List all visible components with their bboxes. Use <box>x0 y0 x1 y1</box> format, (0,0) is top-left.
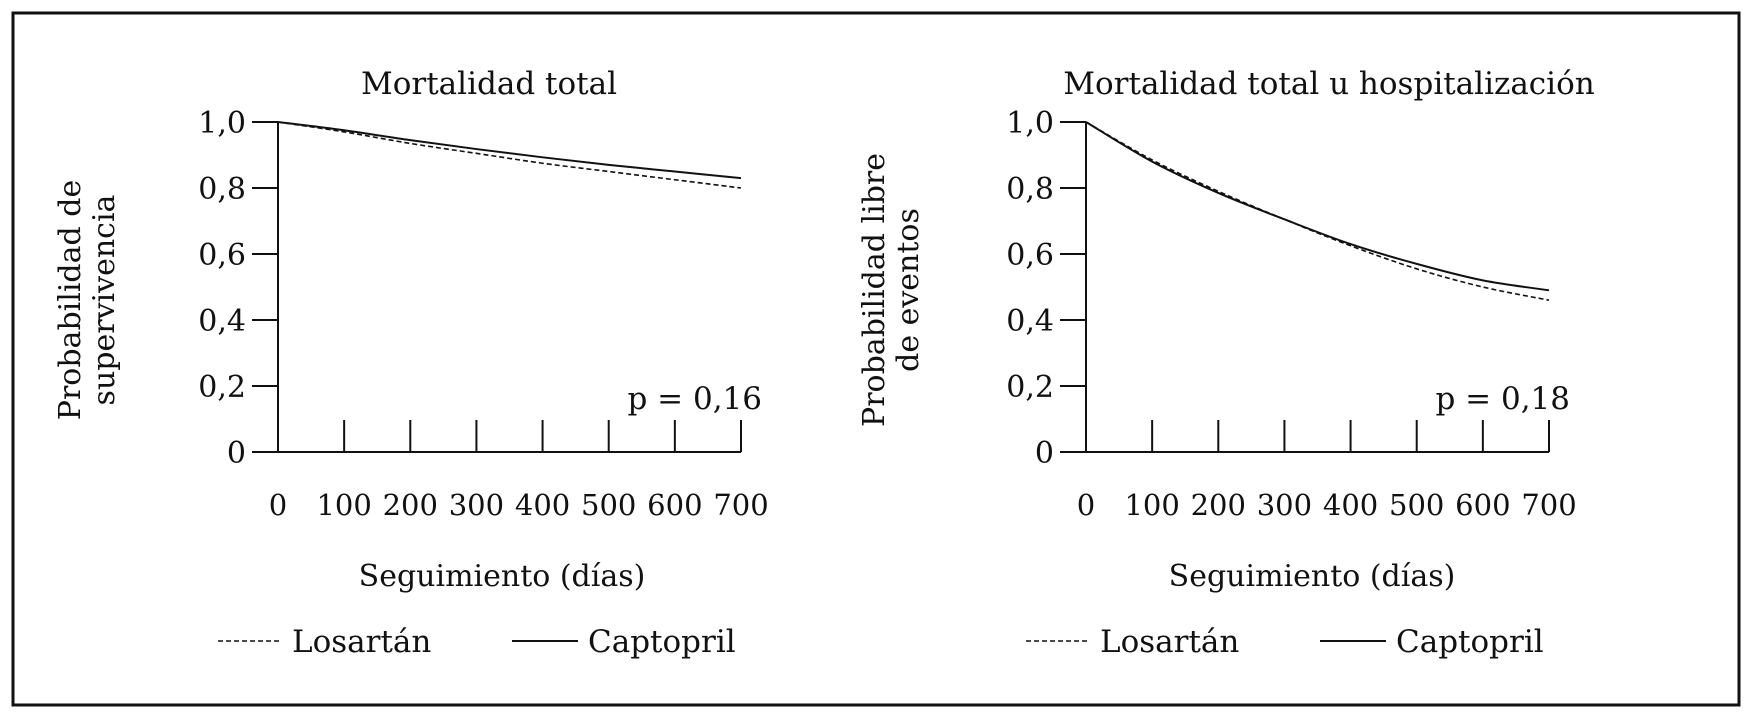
p-value-annotation: p = 0,16 <box>627 381 762 417</box>
y-tick-label: 0,8 <box>1006 172 1054 207</box>
x-tick-label: 500 <box>1389 488 1444 522</box>
x-ticks: 0 100 200 300 400 500 600 700 <box>269 420 769 522</box>
series-line-losartan <box>1085 121 1550 301</box>
x-ticks: 0 100 200 300 400 500 600 700 <box>1077 420 1577 522</box>
x-axis-label: Seguimiento (días) <box>359 559 646 594</box>
x-tick-label: 300 <box>1257 488 1312 522</box>
x-tick-label: 200 <box>383 488 438 522</box>
panel-mortalidad-total: Mortalidad total Probabilidad de supervi… <box>53 66 769 660</box>
y-tick-label: 0,4 <box>1006 304 1054 339</box>
p-value-annotation: p = 0,18 <box>1435 381 1570 417</box>
legend: Losartán Captopril <box>218 624 736 660</box>
y-ticks: 0 0,2 0,4 0,6 0,8 1,0 <box>1006 106 1086 471</box>
y-tick-label: 0,8 <box>198 172 246 207</box>
y-tick-label: 0 <box>227 436 246 471</box>
legend-label-losartan: Losartán <box>292 624 431 660</box>
y-axis-label-line-1: Probabilidad de <box>53 180 88 420</box>
legend-label-losartan: Losartán <box>1100 624 1239 660</box>
x-tick-label: 0 <box>269 488 287 522</box>
series-line-captopril <box>1085 121 1550 292</box>
x-tick-label: 700 <box>1521 488 1576 522</box>
figure-frame <box>11 11 1741 707</box>
y-tick-label: 1,0 <box>198 106 246 141</box>
x-tick-label: 500 <box>581 488 636 522</box>
y-tick-label: 0,6 <box>1006 238 1054 273</box>
x-tick-label: 200 <box>1191 488 1246 522</box>
y-tick-label: 0,4 <box>198 304 246 339</box>
series-line-captopril <box>277 121 742 180</box>
x-tick-label: 600 <box>1455 488 1510 522</box>
x-tick-label: 300 <box>449 488 504 522</box>
y-tick-label: 0 <box>1035 436 1054 471</box>
panel-mortalidad-hospitalizacion: Mortalidad total u hospitalización Proba… <box>857 66 1595 660</box>
y-ticks: 0 0,2 0,4 0,6 0,8 1,0 <box>198 106 278 471</box>
y-tick-label: 0,2 <box>1006 370 1054 405</box>
plot-series <box>277 121 742 189</box>
y-axis-label: Probabilidad de supervivencia <box>53 180 122 420</box>
panel-title: Mortalidad total u hospitalización <box>1063 66 1594 102</box>
y-axis-label: Probabilidad libre de eventos <box>857 153 926 427</box>
legend: Losartán Captopril <box>1026 624 1544 660</box>
y-axis-label-line-1: Probabilidad libre <box>857 153 892 427</box>
y-axis-label-line-2: supervivencia <box>87 194 122 405</box>
x-tick-label: 700 <box>713 488 768 522</box>
series-line-losartan <box>277 121 742 189</box>
panel-title: Mortalidad total <box>361 66 617 102</box>
x-tick-label: 400 <box>1323 488 1378 522</box>
y-tick-label: 0,2 <box>198 370 246 405</box>
plot-series <box>1085 121 1550 301</box>
x-tick-label: 100 <box>1124 488 1179 522</box>
x-axis-label: Seguimiento (días) <box>1169 559 1456 594</box>
y-tick-label: 0,6 <box>198 238 246 273</box>
y-tick-label: 1,0 <box>1006 106 1054 141</box>
x-tick-label: 0 <box>1077 488 1095 522</box>
legend-label-captopril: Captopril <box>588 624 736 660</box>
legend-label-captopril: Captopril <box>1396 624 1544 660</box>
x-tick-label: 600 <box>647 488 702 522</box>
x-tick-label: 400 <box>515 488 570 522</box>
y-axis-label-line-2: de eventos <box>891 208 926 372</box>
x-tick-label: 100 <box>316 488 371 522</box>
